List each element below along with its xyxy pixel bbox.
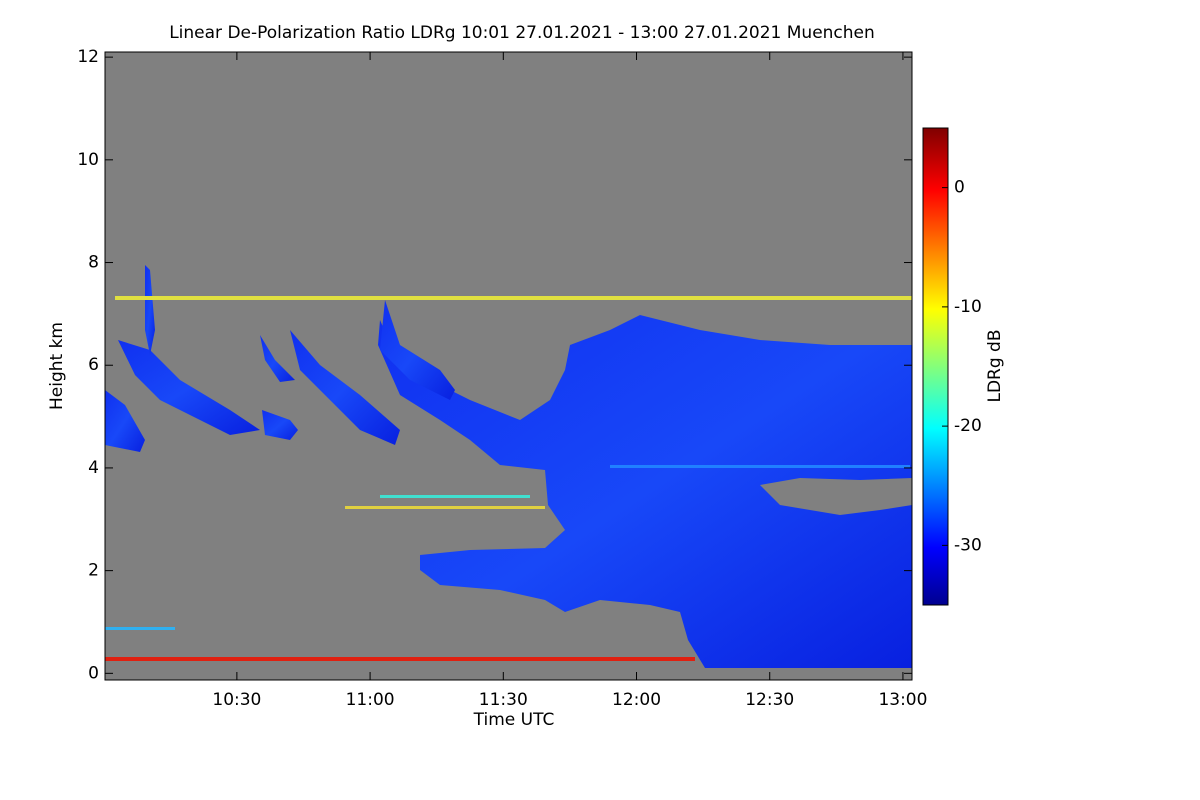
colorbar-tick-label: -20 [954, 416, 982, 436]
x-tick-label: 10:30 [212, 690, 261, 710]
y-tick-label: 12 [77, 47, 99, 67]
colorbar [922, 127, 949, 606]
y-tick-label: 10 [77, 150, 99, 170]
colorbar-label: LDRg dB [985, 329, 1005, 402]
x-tick-label: 12:00 [612, 690, 661, 710]
colorbar-tick-label: 0 [954, 178, 965, 198]
colorbar-tick-label: -10 [954, 297, 982, 317]
y-axis-label: Height km [47, 322, 67, 410]
y-tick-label: 6 [88, 355, 99, 375]
y-tick-label: 8 [88, 253, 99, 273]
y-tick-label: 0 [88, 663, 99, 683]
x-axis-label: Time UTC [473, 710, 555, 730]
plot-frame [104, 51, 913, 681]
x-tick-label: 12:30 [745, 690, 794, 710]
chart-title: Linear De-Polarization Ratio LDRg 10:01 … [169, 23, 875, 43]
colorbar-tick-label: -30 [954, 535, 982, 555]
y-tick-label: 2 [88, 561, 99, 581]
y-tick-label: 4 [88, 458, 99, 478]
x-tick-label: 13:00 [878, 690, 927, 710]
x-tick-label: 11:30 [479, 690, 528, 710]
heatmap-image [105, 52, 912, 680]
x-tick-label: 11:00 [346, 690, 395, 710]
